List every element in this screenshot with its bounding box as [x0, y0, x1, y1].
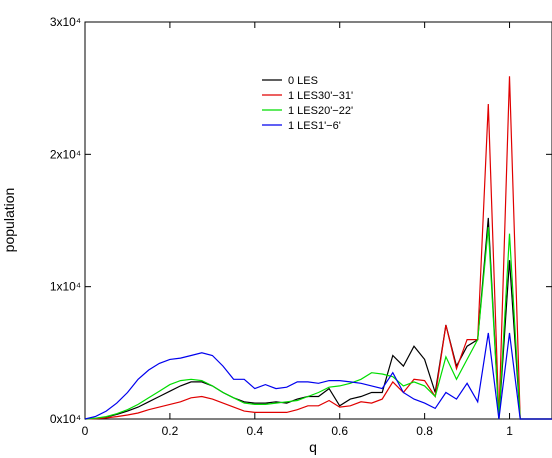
- y-axis-label: population: [1, 188, 17, 253]
- x-axis-label: q: [309, 439, 317, 455]
- series-line-0: [84, 217, 552, 420]
- legend-label-1: 1 LES30'−31': [288, 90, 353, 102]
- y-tick-label: 2x10⁴: [50, 147, 81, 161]
- legend-label-3: 1 LES1'−6': [288, 120, 341, 132]
- series-line-1: [84, 76, 552, 420]
- x-tick-label: 0.6: [331, 424, 348, 438]
- x-tick-label: 0: [82, 424, 89, 438]
- x-tick-label: 0.2: [162, 424, 179, 438]
- x-tick-label: 0.4: [246, 424, 263, 438]
- y-tick-label: 1x10⁴: [50, 280, 81, 294]
- y-tick-label: 3x10⁴: [50, 15, 81, 29]
- series-line-3: [84, 332, 552, 420]
- axis-ticks: 0 0.2 0.4 0.6 0.8 1 0x10⁴ 1x10⁴ 2x10⁴ 3x10⁴: [50, 15, 552, 438]
- series-line-2: [84, 227, 552, 420]
- legend-label-0: 0 LES: [288, 75, 318, 87]
- x-tick-label: 0.8: [416, 424, 433, 438]
- series-lines: [84, 76, 552, 420]
- x-tick-label: 1: [506, 424, 513, 438]
- legend-label-2: 1 LES20'−22': [288, 105, 353, 117]
- y-tick-label: 0x10⁴: [50, 412, 81, 426]
- legend: 0 LES 1 LES30'−31' 1 LES20'−22' 1 LES1'−6': [262, 75, 353, 132]
- plot-frame: [84, 21, 552, 420]
